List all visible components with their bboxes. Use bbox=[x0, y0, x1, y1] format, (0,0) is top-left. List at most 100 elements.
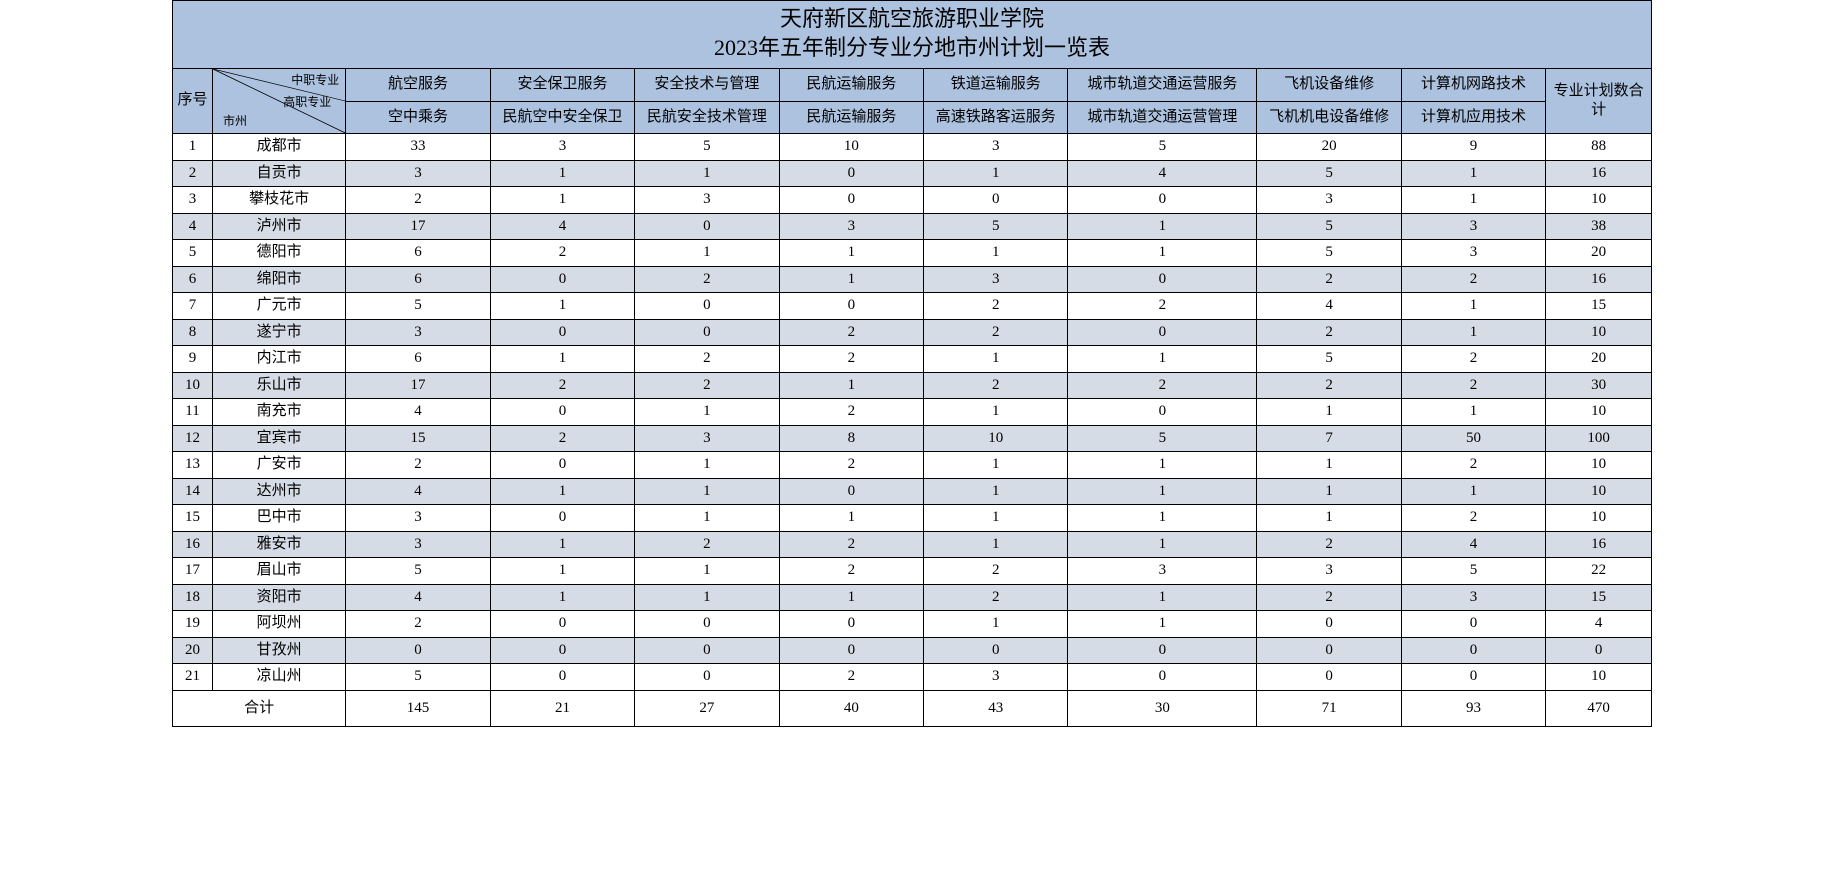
value-cell: 2 bbox=[779, 452, 923, 479]
value-cell: 1 bbox=[635, 399, 779, 426]
value-cell: 5 bbox=[1257, 240, 1401, 267]
city-cell: 内江市 bbox=[212, 346, 345, 373]
value-cell: 50 bbox=[1401, 425, 1545, 452]
value-cell: 1 bbox=[1401, 399, 1545, 426]
table-row: 8遂宁市3002202110 bbox=[173, 319, 1652, 346]
total-cell: 30 bbox=[1068, 690, 1257, 727]
value-cell: 5 bbox=[1257, 346, 1401, 373]
value-cell: 5 bbox=[635, 134, 779, 161]
value-cell: 0 bbox=[779, 478, 923, 505]
value-cell: 2 bbox=[1401, 505, 1545, 532]
value-cell: 1 bbox=[924, 478, 1068, 505]
value-cell: 1 bbox=[490, 160, 634, 187]
value-cell: 1 bbox=[779, 266, 923, 293]
value-cell: 3 bbox=[924, 664, 1068, 691]
total-cell: 43 bbox=[924, 690, 1068, 727]
row-total-cell: 38 bbox=[1546, 213, 1652, 240]
value-cell: 5 bbox=[1257, 213, 1401, 240]
value-cell: 2 bbox=[1068, 372, 1257, 399]
value-cell: 4 bbox=[1257, 293, 1401, 320]
row-total-cell: 22 bbox=[1546, 558, 1652, 585]
value-cell: 2 bbox=[1401, 452, 1545, 479]
value-cell: 1 bbox=[924, 240, 1068, 267]
value-cell: 2 bbox=[1401, 372, 1545, 399]
major-top-header: 铁道运输服务 bbox=[924, 69, 1068, 102]
major-top-header: 飞机设备维修 bbox=[1257, 69, 1401, 102]
value-cell: 2 bbox=[1257, 584, 1401, 611]
major-top-header: 安全技术与管理 bbox=[635, 69, 779, 102]
value-cell: 0 bbox=[1257, 637, 1401, 664]
seq-cell: 11 bbox=[173, 399, 213, 426]
value-cell: 1 bbox=[1068, 584, 1257, 611]
value-cell: 0 bbox=[1068, 399, 1257, 426]
value-cell: 2 bbox=[346, 187, 490, 214]
table-row: 21凉山州5002300010 bbox=[173, 664, 1652, 691]
value-cell: 1 bbox=[490, 293, 634, 320]
value-cell: 2 bbox=[635, 372, 779, 399]
value-cell: 33 bbox=[346, 134, 490, 161]
city-cell: 成都市 bbox=[212, 134, 345, 161]
value-cell: 1 bbox=[924, 505, 1068, 532]
value-cell: 2 bbox=[779, 319, 923, 346]
diag-label-bot: 市州 bbox=[223, 114, 247, 130]
table-row: 9内江市6122115220 bbox=[173, 346, 1652, 373]
diagonal-header: 中职专业 高职专业 市州 bbox=[212, 69, 345, 134]
value-cell: 3 bbox=[346, 531, 490, 558]
value-cell: 3 bbox=[1401, 213, 1545, 240]
value-cell: 8 bbox=[779, 425, 923, 452]
value-cell: 2 bbox=[1401, 266, 1545, 293]
table-row: 5德阳市6211115320 bbox=[173, 240, 1652, 267]
value-cell: 1 bbox=[1401, 187, 1545, 214]
value-cell: 2 bbox=[635, 266, 779, 293]
value-cell: 1 bbox=[924, 399, 1068, 426]
value-cell: 10 bbox=[924, 425, 1068, 452]
value-cell: 1 bbox=[1401, 319, 1545, 346]
city-cell: 泸州市 bbox=[212, 213, 345, 240]
value-cell: 3 bbox=[635, 425, 779, 452]
value-cell: 2 bbox=[635, 346, 779, 373]
value-cell: 1 bbox=[635, 478, 779, 505]
value-cell: 2 bbox=[490, 372, 634, 399]
seq-cell: 17 bbox=[173, 558, 213, 585]
value-cell: 5 bbox=[1068, 134, 1257, 161]
seq-header: 序号 bbox=[173, 69, 213, 134]
total-cell: 71 bbox=[1257, 690, 1401, 727]
total-cell: 93 bbox=[1401, 690, 1545, 727]
value-cell: 1 bbox=[1401, 160, 1545, 187]
value-cell: 2 bbox=[1257, 266, 1401, 293]
value-cell: 1 bbox=[490, 187, 634, 214]
value-cell: 0 bbox=[1068, 637, 1257, 664]
value-cell: 2 bbox=[779, 531, 923, 558]
subtitle: 2023年五年制分专业分地市州计划一览表 bbox=[173, 34, 1652, 69]
value-cell: 1 bbox=[1257, 505, 1401, 532]
major-bot-header: 飞机机电设备维修 bbox=[1257, 101, 1401, 134]
value-cell: 1 bbox=[635, 452, 779, 479]
value-cell: 1 bbox=[1068, 505, 1257, 532]
table-row: 6绵阳市6021302216 bbox=[173, 266, 1652, 293]
value-cell: 6 bbox=[346, 240, 490, 267]
value-cell: 3 bbox=[1257, 558, 1401, 585]
row-total-cell: 15 bbox=[1546, 293, 1652, 320]
value-cell: 2 bbox=[779, 664, 923, 691]
value-cell: 1 bbox=[1068, 611, 1257, 638]
value-cell: 1 bbox=[1401, 293, 1545, 320]
city-cell: 凉山州 bbox=[212, 664, 345, 691]
value-cell: 0 bbox=[1401, 637, 1545, 664]
value-cell: 0 bbox=[635, 319, 779, 346]
table-row: 16雅安市3122112416 bbox=[173, 531, 1652, 558]
value-cell: 0 bbox=[1068, 187, 1257, 214]
value-cell: 3 bbox=[1257, 187, 1401, 214]
major-bot-header: 空中乘务 bbox=[346, 101, 490, 134]
value-cell: 3 bbox=[346, 505, 490, 532]
value-cell: 0 bbox=[490, 637, 634, 664]
row-total-cell: 0 bbox=[1546, 637, 1652, 664]
seq-cell: 12 bbox=[173, 425, 213, 452]
value-cell: 1 bbox=[924, 346, 1068, 373]
value-cell: 2 bbox=[924, 293, 1068, 320]
table-row: 11南充市4012101110 bbox=[173, 399, 1652, 426]
city-cell: 德阳市 bbox=[212, 240, 345, 267]
table-row: 20甘孜州000000000 bbox=[173, 637, 1652, 664]
seq-cell: 10 bbox=[173, 372, 213, 399]
row-total-cell: 16 bbox=[1546, 160, 1652, 187]
value-cell: 1 bbox=[490, 478, 634, 505]
